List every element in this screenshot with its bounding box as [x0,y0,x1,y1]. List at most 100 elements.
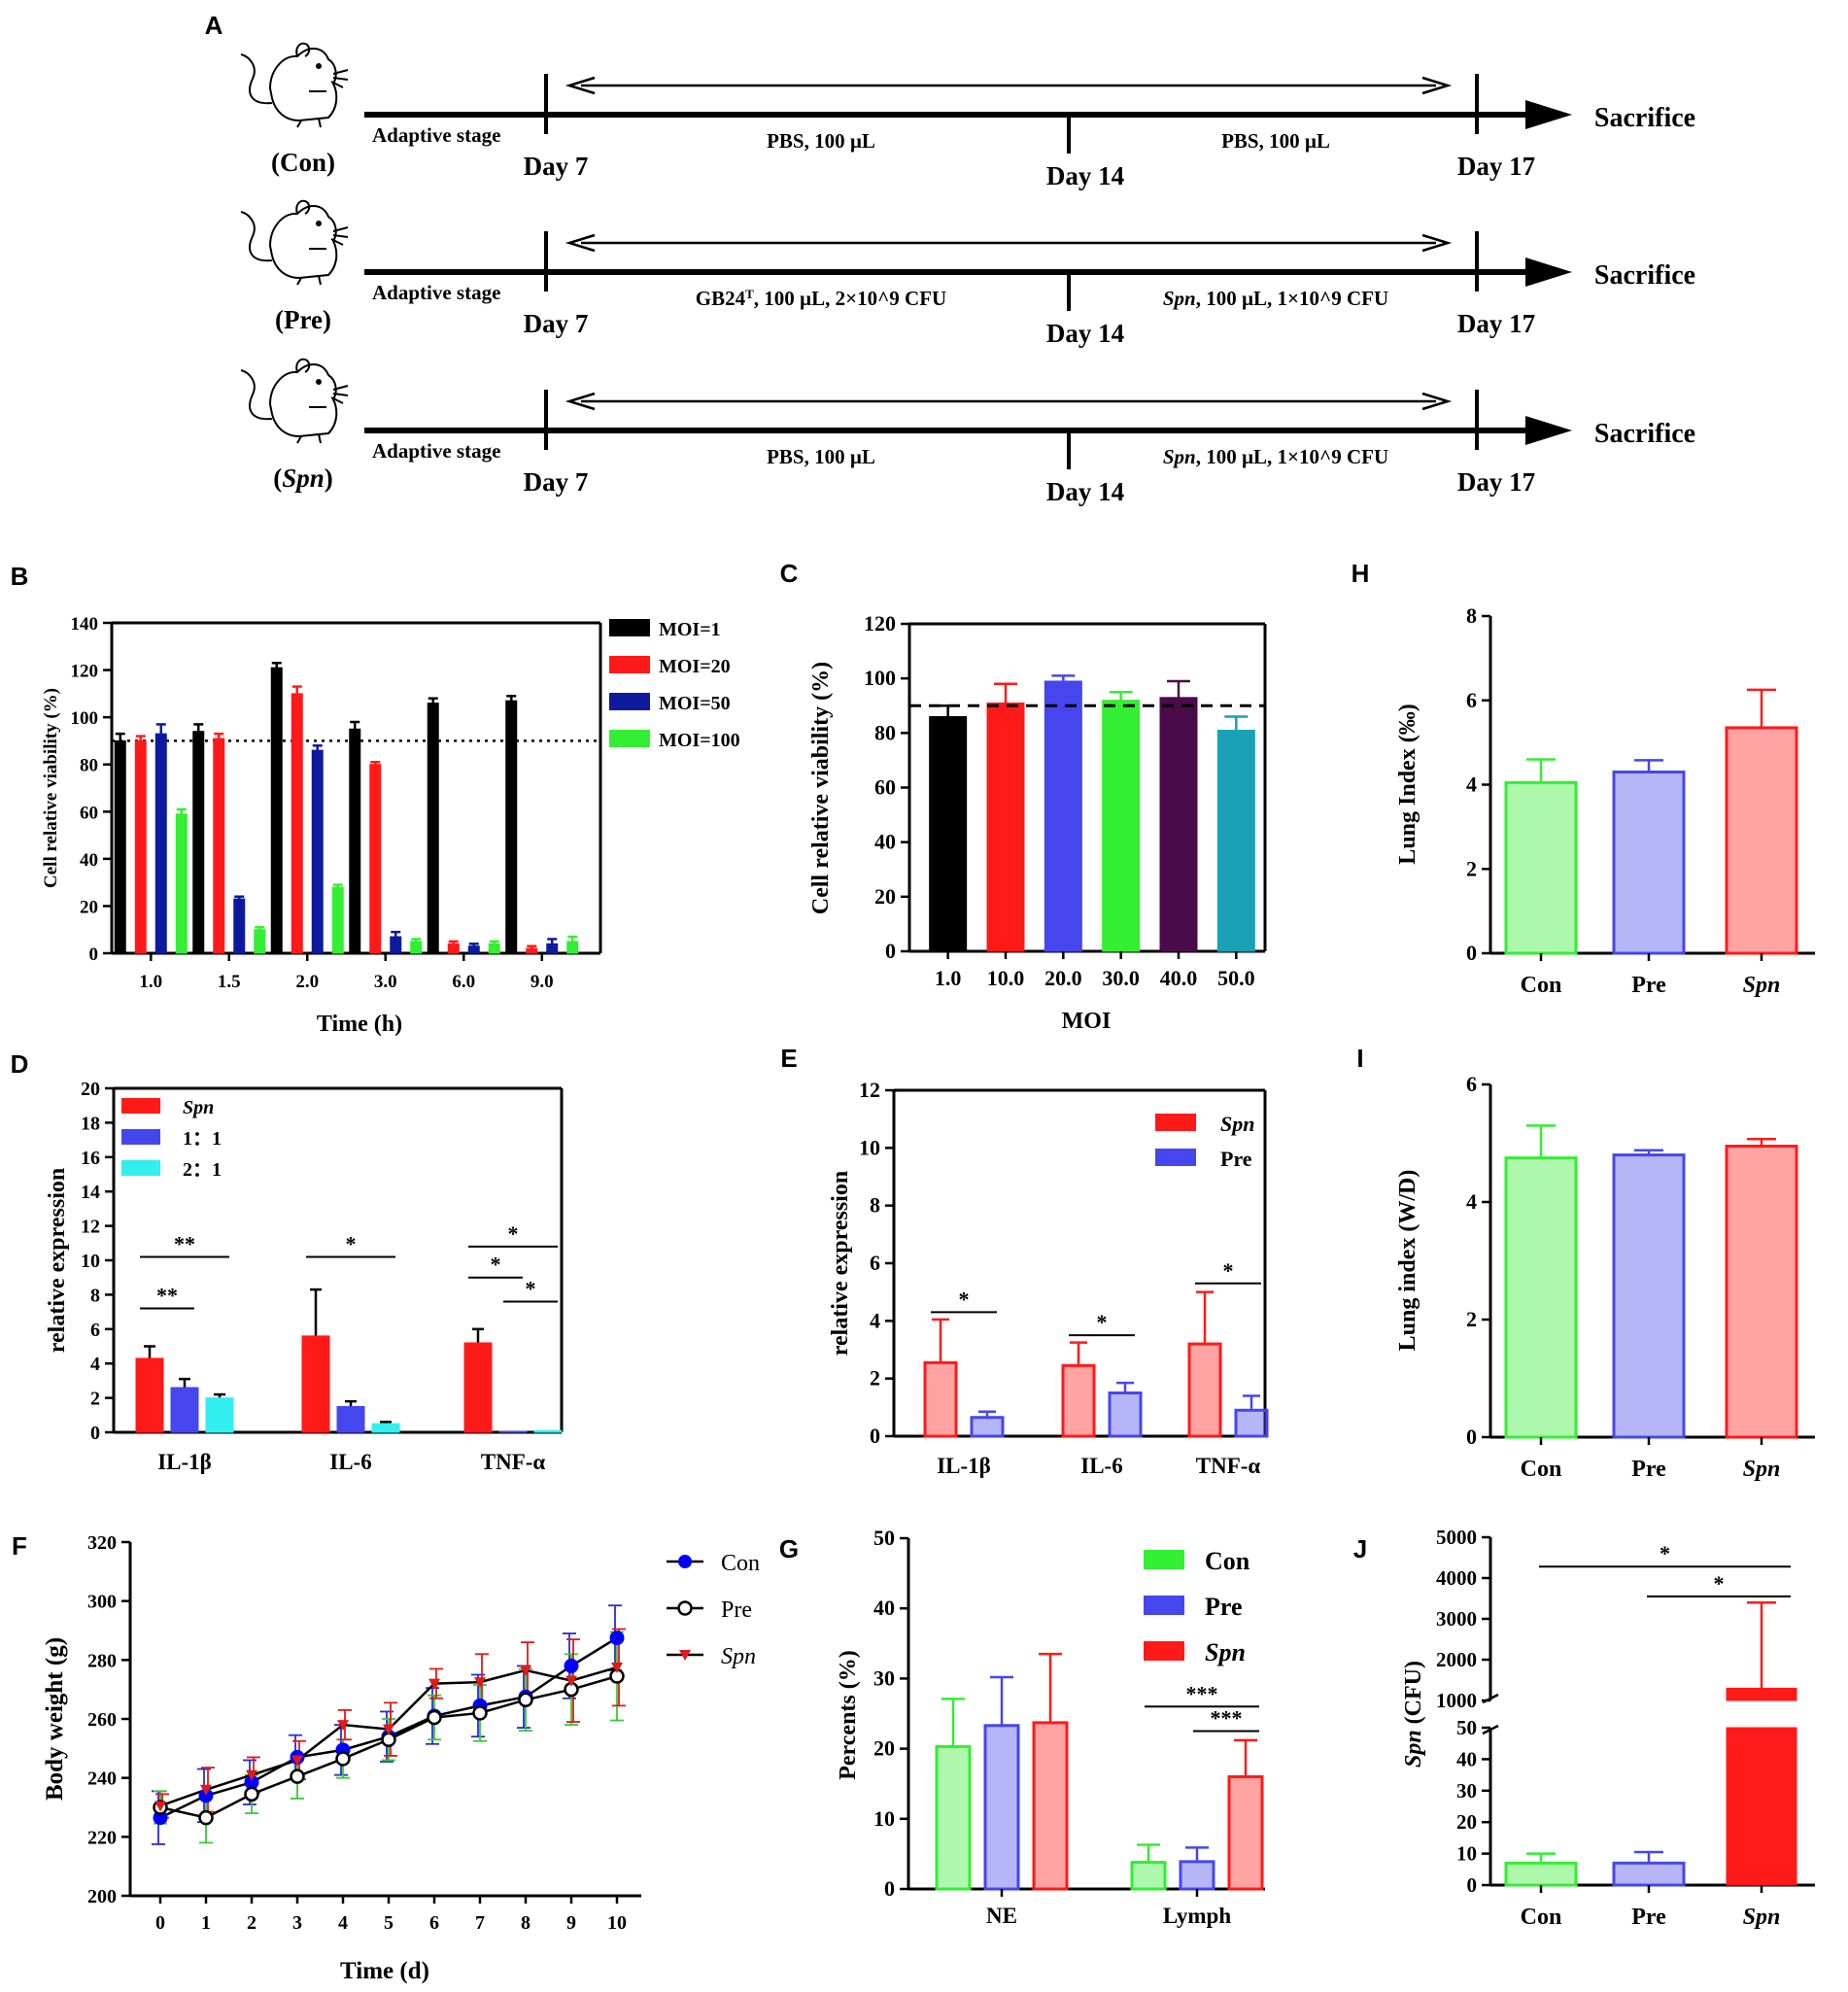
bar-moi-50 [233,898,246,954]
bar-spn [1061,1363,1096,1438]
bar-moi-50 [154,733,167,954]
y-tick-label: 200 [87,1886,117,1907]
right-treatment-rest: , 100 µL, 1×10^9 CFU [1196,287,1388,310]
y-tick-label: 0 [90,1423,100,1444]
significance-label: * [526,1276,536,1300]
y-tick-label: 0 [1466,1425,1477,1449]
legend-label: 2：1 [183,1159,222,1181]
y-tick-label: 4 [1466,1189,1477,1214]
y-axis-title: relative expression [828,1171,853,1356]
x-tick-label: 3.0 [374,972,397,992]
x-tick-label: 30.0 [1102,966,1140,990]
x-tick-label: NE [986,1904,1017,1928]
y-tick-label: 2 [1466,1307,1477,1331]
bar-spn [1032,1721,1069,1891]
point-pre [244,1786,259,1803]
chart-i: I 0 2 4 6 Con Pre Spn Lung index (W/D) [1356,1044,1815,1482]
bar-pre [1612,1153,1686,1439]
y-tick-label: 60 [80,803,98,823]
x-tick-label: Con [1521,1905,1562,1930]
x-tick-label: TNF-α [1196,1454,1261,1478]
point-spn [428,1678,440,1690]
bar-moi-20 [447,943,460,954]
bar-1-1 [170,1387,199,1433]
y-tick-label: 12 [859,1078,880,1102]
bar-moi-20 [291,693,303,954]
x-tick-label: 2.0 [295,972,319,992]
bar-pre [1612,770,1686,955]
y-tick-label: 120 [71,662,99,682]
point-spn [200,1784,212,1796]
y-tick-label: 6 [870,1251,880,1275]
mouse-icon [240,358,349,444]
day17-label: Day 17 [1457,309,1535,338]
x-tick-label: IL-1β [937,1454,991,1478]
y-tick-label: 5000 [1436,1526,1477,1549]
y-tick-label: 10 [1456,1842,1477,1866]
y-tick-label: 80 [80,756,98,776]
bar-con [935,1744,972,1891]
bar-pre [1612,1861,1686,1887]
legend-label: Con [721,1551,760,1576]
bar-moi-1 [114,739,126,954]
bar-moi-100 [410,941,423,954]
y-axis-title: relative expression [45,1168,70,1353]
significance-label: ** [174,1231,195,1255]
bar-moi-10.0 [986,702,1025,952]
y-tick-label: 30 [1456,1779,1477,1803]
significance-label: * [491,1253,501,1277]
left-treatment-label: PBS, 100 µL [767,445,875,468]
day14-label: Day 14 [1046,161,1124,190]
bar-moi-50 [311,749,324,954]
panel-label-a: A [205,11,223,40]
legend-swatch [609,693,650,710]
y-tick-label: 10 [81,1251,100,1272]
y-tick-label: 20 [1456,1810,1477,1834]
legend-label: MOI=50 [659,693,731,714]
mouse-ear-path [295,358,311,373]
bar-spn [923,1360,958,1438]
y-tick-label: 50 [873,1526,895,1550]
group-label-italic: Spn [282,464,325,493]
mouse-paws-path [296,248,326,286]
group-label: (Spn) [273,464,333,493]
group-label-close: ) [325,464,333,493]
x-tick-label: 20.0 [1044,966,1082,990]
mouse-eye [316,63,322,69]
bar-spn [1227,1774,1264,1891]
mouse-paws-path [296,406,326,444]
mouse-body-path [268,363,338,438]
y-axis-title-rest: (CFU) [1401,1661,1426,1730]
legend-swatch [609,619,650,636]
panel-label-f: F [12,1531,27,1561]
x-axis-title: Time (d) [340,1958,429,1984]
bar-moi-20 [213,738,225,954]
legend-label: 1：1 [183,1128,222,1150]
panel-label-b: B [11,562,29,591]
chart-j: J 0 10 20 30 40 50 1000 2000 3000 4000 5000 Con Pre Sp… [1353,1526,1815,1930]
legend-label: Con [1205,1547,1250,1575]
x-tick-label: 40.0 [1160,966,1198,990]
point-spn [611,1662,623,1673]
significance-label: * [1660,1541,1670,1565]
y-tick-label: 20 [874,884,896,909]
chart-h: H 0 2 4 6 8 Con Pre Spn Lung Index (‰) [1352,559,1815,998]
left-treatment-b: , 100 µL, 2×10^9 CFU [754,287,946,310]
chart-b: B 0 20 40 60 80 100 120 140 1.0 1.5 2.0 3.0 6.0 9.0 Tim… [11,562,740,1037]
x-tick-label: 4 [338,1912,348,1934]
point-pre [518,1692,533,1708]
mouse-tail-path [240,211,273,262]
left-treatment-sup: T [745,287,754,301]
day7-label: Day 7 [524,309,589,338]
point-spn [291,1755,303,1767]
significance-label: * [346,1231,357,1255]
significance-label: * [1223,1258,1234,1283]
bar-moi-50.0 [1216,730,1255,952]
legend-label: Spn [1205,1638,1246,1666]
point-spn [246,1769,257,1781]
x-tick-label: 8 [521,1912,530,1934]
point-pre [427,1709,442,1726]
experiment-schematic: A (Con) Adaptive stage Day 7 Day 14 Day 17 Sac… [205,11,1695,506]
y-tick-label: 2 [90,1389,100,1410]
